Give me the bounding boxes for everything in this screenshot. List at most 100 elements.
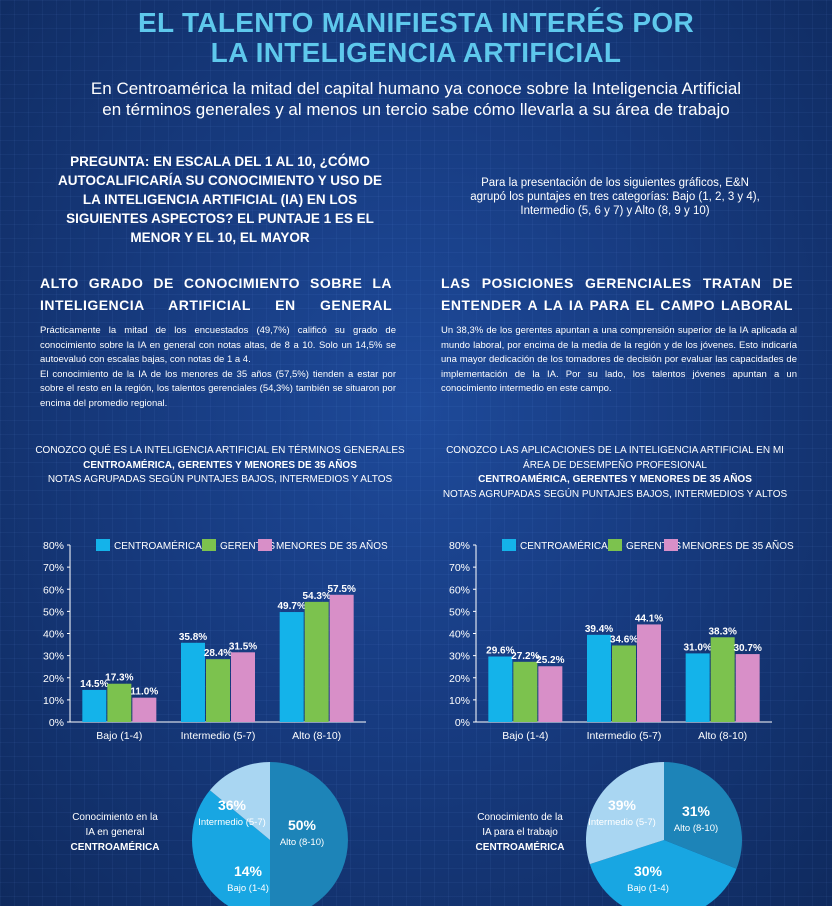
x-tick-label: Alto (8-10) [698,730,747,742]
y-tick-label: 40% [43,629,64,641]
legend-label: MENORES DE 35 AÑOS [682,539,794,552]
subtitle-line-1: En Centroamérica la mitad del capital hu… [90,79,742,98]
bar [329,594,354,722]
bar-chart-2-title: CONOZCO LAS APLICACIONES DE LA INTELIGEN… [430,444,800,502]
pie-slice [589,840,737,906]
pie-1-label: Conocimiento en la IA en general CENTROA… [55,810,175,855]
x-tick-label: Alto (8-10) [292,730,341,742]
subtitle-line-2: en términos generales y al menos un terc… [102,100,730,119]
survey-question: PREGUNTA: EN ESCALA DEL 1 AL 10, ¿CÓMO A… [40,152,400,247]
page-title: EL TALENTO MANIFIESTA INTERÉS POR LA INT… [0,8,832,68]
legend-swatch [258,539,272,551]
bar [231,652,255,722]
legend-label: GERENTES [626,541,681,552]
x-tick-label: Intermedio (5-7) [587,730,662,742]
pie-2-label-line-2: IA para el trabajo [482,827,558,838]
pie-slice-label: Intermedio (5-7) [588,817,656,828]
bar-value-label: 11.0% [130,687,158,698]
bar-value-label: 34.6% [610,634,638,645]
pie-slice-value: 36% [218,797,247,813]
chart-1-title-line-1: CONOZCO QUÉ ES LA INTELIGENCIA ARTIFICIA… [35,445,405,456]
legend-swatch [608,539,622,551]
note-line: agrupó los puntajes en tres categorías: … [470,191,760,203]
y-tick-label: 30% [449,651,470,663]
y-tick-label: 20% [43,673,64,685]
chart-2-title-line-1: CONOZCO LAS APLICACIONES DE LA INTELIGEN… [446,445,784,456]
bar [279,612,304,722]
pie-slice-value: 50% [288,817,317,833]
note-line: Para la presentación de los siguientes g… [481,177,749,189]
y-tick-label: 0% [455,717,470,729]
question-line: LA INTELIGENCIA ARTIFICIAL (IA) EN LOS [82,192,358,207]
legend-label: GERENTES [220,541,275,552]
bar [538,666,563,722]
y-tick-label: 60% [43,584,64,596]
y-tick-label: 80% [449,540,470,552]
title-line-1: EL TALENTO MANIFIESTA INTERÉS POR [138,7,694,38]
bar [685,653,710,722]
pie-slice-label: Alto (8-10) [674,823,718,834]
pie-1-label-line-2: IA en general [85,827,145,838]
y-tick-label: 30% [43,651,64,663]
bar-chart-1-title: CONOZCO QUÉ ES LA INTELIGENCIA ARTIFICIA… [30,444,410,488]
x-tick-label: Bajo (1-4) [96,730,142,742]
question-line: PREGUNTA: EN ESCALA DEL 1 AL 10, ¿CÓMO [70,154,370,169]
bar [710,637,735,722]
pie-slice-value: 30% [634,863,663,879]
pie-slice-label: Bajo (1-4) [627,883,669,894]
chart-2-title-line-2: ÁREA DE DESEMPEÑO PROFESIONAL [523,459,707,471]
bar [637,624,661,722]
bar-value-label: 28.4% [204,648,232,659]
bar-value-label: 49.7% [277,601,305,612]
legend-label: CENTROAMÉRICA [114,539,202,552]
right-heading-line-1: LAS POSICIONES GERENCIALES TRATAN DE [441,275,793,291]
bar [513,661,538,722]
question-line: SIGUIENTES ASPECTOS? EL PUNTAJE 1 ES EL [66,211,374,226]
bar-chart-work-knowledge: 0% 10% 20% 30% 40% 50% 60% 70% 80% 29.6%27.2%25.2… [449,539,794,742]
bar-value-label: 17.3% [105,673,133,684]
pie-slice-value: 14% [234,863,263,879]
bar [488,656,513,722]
chart-1-title-line-2: CENTROAMÉRICA, GERENTES Y MENORES DE 35 … [83,459,357,471]
left-heading-line-1: ALTO GRADO DE CONOCIMIENTO SOBRE LA [40,275,392,291]
pie-2-label: Conocimiento de la IA para el trabajo CE… [460,810,580,855]
bar-value-label: 27.2% [511,651,539,662]
pie-slice-value: 39% [608,797,637,813]
y-tick-label: 50% [43,606,64,618]
pie-chart-work-knowledge: 31% Alto (8-10) 39% Intermedio (5-7) 30% Bajo… [586,762,742,906]
pie-2-label-line-3: CENTROAMÉRICA [475,842,565,853]
pie-slice-label: Alto (8-10) [280,837,324,848]
y-tick-label: 40% [449,629,470,641]
y-tick-label: 50% [449,606,470,618]
title-line-2: LA INTELIGENCIA ARTIFICIAL [210,37,622,68]
pie-slice-label: Intermedio (5-7) [198,817,266,828]
right-paragraph-1: Un 38,3% de los gerentes apuntan a una c… [441,325,797,394]
bar-value-label: 39.4% [585,624,613,635]
x-tick-label: Intermedio (5-7) [181,730,256,742]
bar [107,683,132,722]
left-heading-line-2: INTELIGENCIA ARTIFICIAL EN GENERAL [40,297,392,313]
page-subtitle: En Centroamérica la mitad del capital hu… [0,78,832,120]
legend-swatch [664,539,678,551]
bar-value-label: 31.0% [683,642,711,653]
pie-slice [586,762,664,865]
bar [587,634,611,722]
pie-2-label-line-1: Conocimiento de la [477,812,563,823]
x-tick-label: Bajo (1-4) [502,730,548,742]
legend-swatch [202,539,216,551]
y-tick-label: 10% [449,695,470,707]
bar [612,645,636,722]
bar-chart-general-knowledge: 0% 10% 20% 30% 40% 50% 60% 70% 80% 14.5%17.3% 11.0… [43,539,388,742]
legend-swatch [502,539,516,551]
left-paragraph-2: El conocimiento de la IA de los menores … [40,368,396,409]
chart-2-title-line-4: NOTAS AGRUPADAS SEGÚN PUNTAJES BAJOS, IN… [442,488,788,500]
left-section-heading: ALTO GRADO DE CONOCIMIENTO SOBRE LA INTE… [40,272,392,316]
bar [181,642,205,722]
y-tick-label: 0% [49,717,64,729]
bar-value-label: 35.8% [179,632,207,643]
bar-value-label: 30.7% [733,643,761,654]
question-line: MENOR Y EL 10, EL MAYOR [130,230,310,245]
bar [82,689,107,722]
bar-value-label: 29.6% [486,646,514,657]
pie-1-label-line-1: Conocimiento en la [72,812,158,823]
